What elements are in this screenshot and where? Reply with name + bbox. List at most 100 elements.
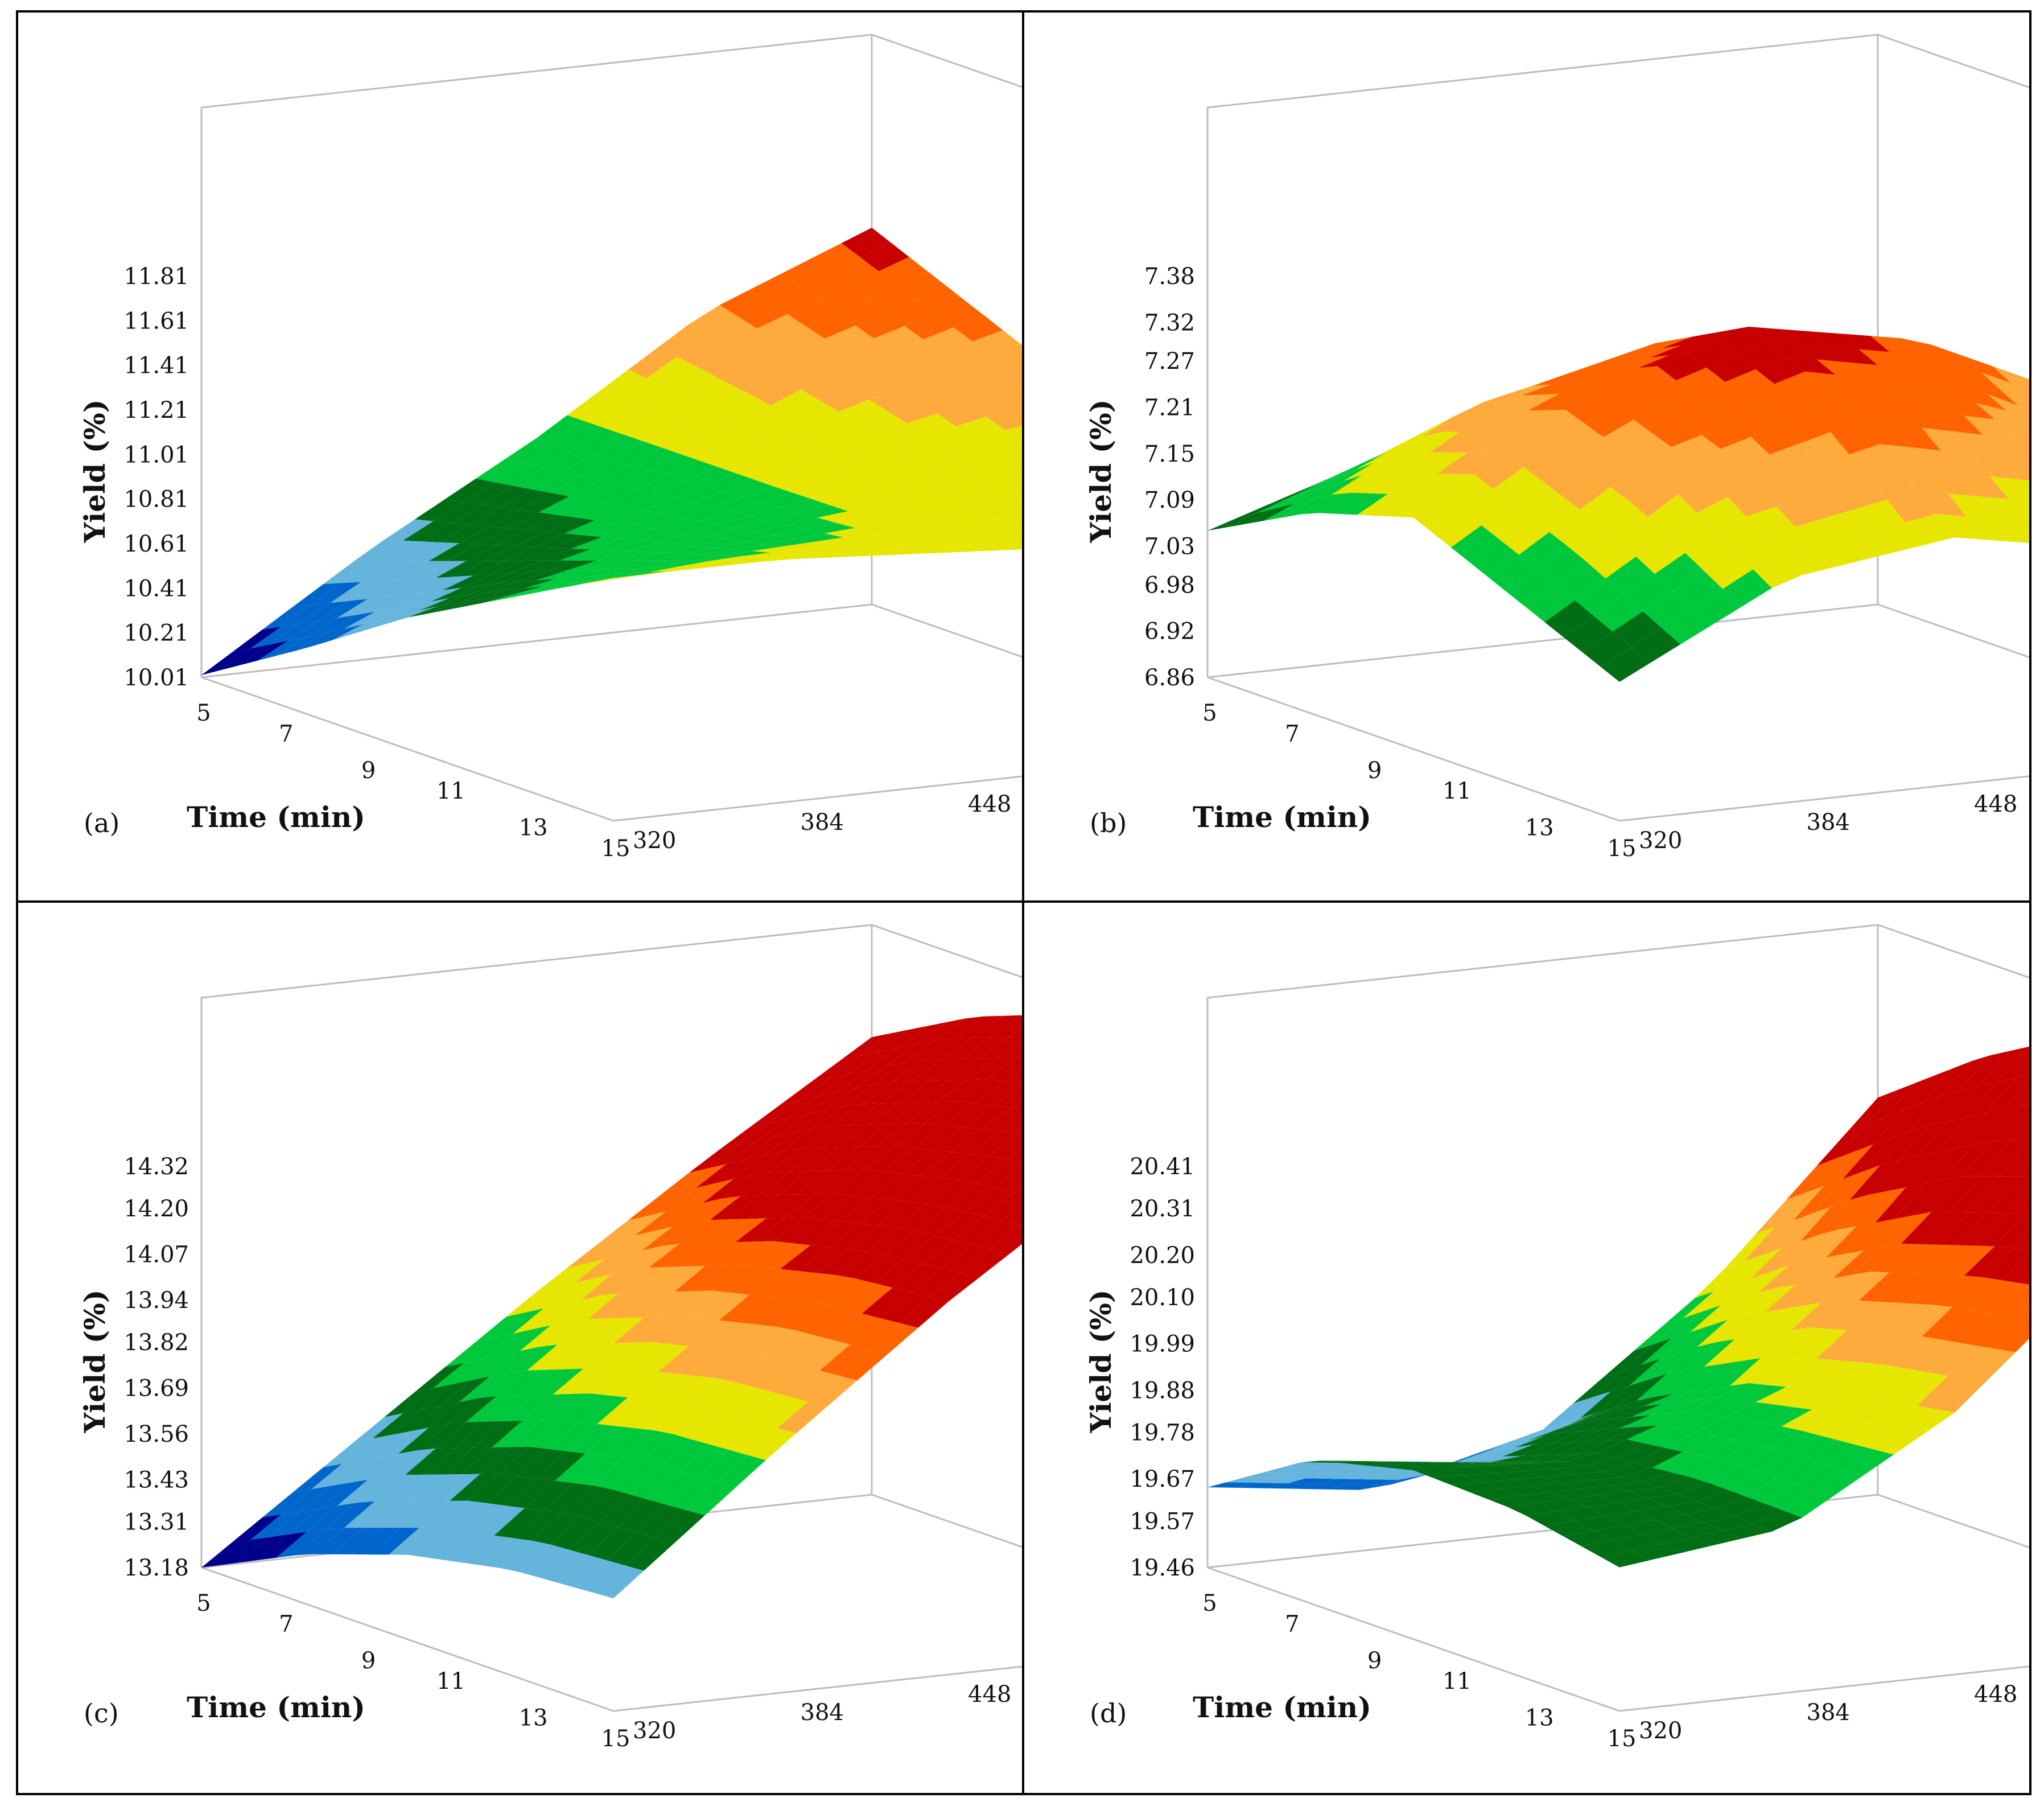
surface-cell xyxy=(557,1318,607,1345)
surface-cell xyxy=(587,1527,637,1561)
surface-cell xyxy=(1671,1456,1721,1477)
z-tick-label: 14.07 xyxy=(123,1242,189,1268)
surface-cell xyxy=(1507,1503,1556,1516)
surface-cell xyxy=(829,257,879,286)
surface-cell xyxy=(618,1267,668,1294)
surface-cell xyxy=(2011,383,2029,400)
surface-cell xyxy=(906,413,956,436)
surface-cell xyxy=(459,526,509,544)
surface-cell xyxy=(276,1529,326,1558)
surface-cell xyxy=(1856,1187,1906,1227)
surface-cell xyxy=(531,471,582,493)
surface-cell xyxy=(1491,1455,1540,1462)
surface-cell xyxy=(855,1062,905,1089)
surface-cell xyxy=(1891,1336,1941,1369)
surface-cell xyxy=(407,603,457,618)
surface-cell xyxy=(1423,412,1473,437)
surface-cell xyxy=(698,1219,748,1244)
surface-cell xyxy=(881,364,930,389)
surface-cell xyxy=(642,422,691,447)
surface-cell xyxy=(1460,1462,1510,1463)
surface-cell xyxy=(1000,1116,1022,1134)
surface-cell xyxy=(792,1219,841,1245)
x-tick-label: 5 xyxy=(196,700,211,726)
surface-cell xyxy=(1586,539,1636,579)
surface-cell xyxy=(1856,1425,1906,1450)
surface-cell xyxy=(1805,1151,1855,1193)
surface-cell xyxy=(487,580,537,593)
surface-cell xyxy=(1877,1273,1927,1303)
z-tick-label: 19.67 xyxy=(1130,1466,1195,1492)
surface-cell xyxy=(498,571,549,583)
surface-cell xyxy=(1755,1387,1805,1405)
surface-cell xyxy=(1550,1412,1599,1430)
surface-cell xyxy=(677,335,727,367)
surface-cell xyxy=(1603,1463,1652,1477)
surface-cell xyxy=(824,528,874,538)
surface-cell xyxy=(422,1380,471,1410)
surface-cell xyxy=(1744,384,1794,411)
surface-cell xyxy=(1568,1495,1618,1507)
surface-cell xyxy=(871,1174,921,1200)
surface-cell xyxy=(831,541,881,549)
surface-cell xyxy=(370,610,419,629)
surface-cell xyxy=(1605,1511,1655,1525)
surface-cell xyxy=(1906,1148,1955,1188)
surface-cell xyxy=(698,445,748,467)
surface-cell xyxy=(1793,1179,1843,1220)
surface-cell xyxy=(961,355,1010,380)
surface-cell xyxy=(1369,1462,1419,1465)
surface-cell xyxy=(1481,1435,1531,1452)
panel-label: (b) xyxy=(1090,808,1127,838)
x-tick-label: 7 xyxy=(1285,721,1299,747)
surface-cell xyxy=(1936,1379,1985,1413)
surface-cell xyxy=(1798,1328,1847,1359)
surface-cell xyxy=(1936,514,1985,540)
surface-cell xyxy=(1571,369,1620,384)
surface-cell xyxy=(1500,1486,1550,1496)
surface-cell xyxy=(2006,410,2029,429)
surface-cell xyxy=(1418,1463,1468,1465)
surface-cell xyxy=(705,1241,755,1266)
surface-cell xyxy=(661,430,710,454)
surface-cell xyxy=(722,1172,771,1199)
surface-cell xyxy=(642,1222,691,1250)
surface-cell xyxy=(780,1078,830,1105)
surface-cell xyxy=(637,1505,686,1538)
surface-cell xyxy=(733,367,783,396)
surface-cell xyxy=(1406,1465,1456,1467)
surface-cell xyxy=(1976,1213,2025,1247)
surface-cell xyxy=(1760,1327,1810,1359)
surface-cell xyxy=(1777,1459,1826,1484)
surface-cell xyxy=(1582,1417,1632,1431)
surface-cell xyxy=(403,521,452,542)
surface-cell xyxy=(850,1318,900,1350)
surface-cell xyxy=(568,1522,619,1555)
surface-cell xyxy=(698,1450,747,1483)
surface xyxy=(201,1015,1022,1599)
surface-cell xyxy=(967,1057,1017,1080)
surface-cell xyxy=(873,326,924,352)
surface-cell xyxy=(839,399,888,423)
surface-cell xyxy=(574,1254,624,1284)
surface-cell xyxy=(738,1118,788,1146)
surface-cell xyxy=(580,573,630,582)
surface-cell xyxy=(447,1396,497,1425)
surface-cell xyxy=(454,561,504,577)
surface-cell xyxy=(1947,1346,1997,1379)
surface-cell xyxy=(424,575,473,593)
surface-cell xyxy=(238,640,289,666)
surface-cell xyxy=(1898,467,1948,493)
surface-cell xyxy=(1988,394,2029,419)
surface-cell xyxy=(918,390,968,414)
surface-cell xyxy=(1708,466,1758,497)
surface-cell xyxy=(1678,477,1728,513)
x-tick-label: 9 xyxy=(361,1648,376,1674)
surface-cell xyxy=(1666,513,1716,553)
surface-cell xyxy=(1983,435,2029,460)
surface-cell xyxy=(323,561,373,585)
surface-cell xyxy=(1624,1520,1674,1535)
surface-cell xyxy=(1348,1479,1398,1485)
surface-cell xyxy=(749,1269,799,1297)
surface-cell xyxy=(580,1489,630,1523)
